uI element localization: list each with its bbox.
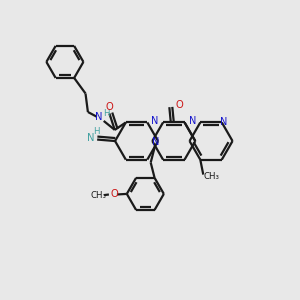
Text: CH₃: CH₃ (90, 190, 106, 200)
Text: O: O (110, 190, 118, 200)
Text: O: O (106, 102, 113, 112)
Text: N: N (220, 117, 227, 128)
Text: N: N (152, 136, 160, 147)
Text: N: N (87, 134, 94, 143)
Text: N: N (189, 116, 196, 126)
Text: H: H (103, 109, 110, 118)
Text: H: H (93, 127, 99, 136)
Text: O: O (176, 100, 184, 110)
Text: N: N (94, 112, 102, 122)
Text: CH₃: CH₃ (204, 172, 220, 181)
Text: N: N (152, 116, 159, 126)
